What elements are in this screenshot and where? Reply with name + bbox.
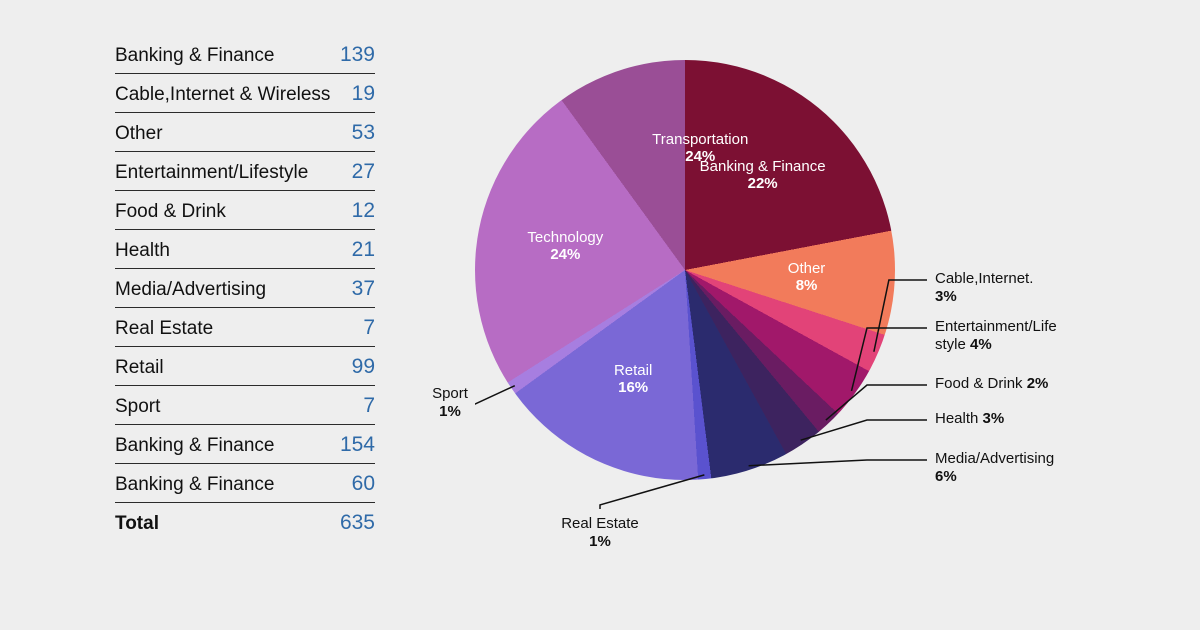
callout-line: Food & Drink 2%	[935, 375, 1048, 393]
pie-callout: Food & Drink 2%	[935, 375, 1048, 393]
pie-callout: Media/Advertising6%	[935, 450, 1054, 486]
callout-line: Health 3%	[935, 410, 1004, 428]
row-value: 7	[363, 316, 375, 340]
table-row: Cable,Internet & Wireless 19	[115, 74, 375, 113]
callout-line: 1%	[561, 533, 639, 551]
row-value: 154	[340, 433, 375, 457]
row-label: Retail	[115, 357, 164, 379]
row-label: Banking & Finance	[115, 45, 275, 67]
table-total-row: Total 635	[115, 503, 375, 541]
table-row: Food & Drink 12	[115, 191, 375, 230]
row-value: 139	[340, 43, 375, 67]
row-label: Cable,Internet & Wireless	[115, 84, 330, 106]
table-row: Banking & Finance 60	[115, 464, 375, 503]
callout-line: Entertainment/Life	[935, 318, 1057, 336]
row-label: Banking & Finance	[115, 435, 275, 457]
row-label: Banking & Finance	[115, 474, 275, 496]
callout-line: Sport	[432, 385, 468, 403]
callout-line: 3%	[935, 288, 1033, 306]
callout-line: Cable,Internet.	[935, 270, 1033, 288]
total-value: 635	[340, 511, 375, 535]
category-table: Banking & Finance 139 Cable,Internet & Wir…	[115, 35, 375, 541]
table-row: Entertainment/Lifestyle 27	[115, 152, 375, 191]
row-label: Entertainment/Lifestyle	[115, 162, 308, 184]
row-value: 12	[352, 199, 375, 223]
callout-line: 6%	[935, 468, 1054, 486]
table-row: Sport 7	[115, 386, 375, 425]
table-row: Banking & Finance 139	[115, 35, 375, 74]
row-value: 7	[363, 394, 375, 418]
table-row: Real Estate 7	[115, 308, 375, 347]
table-row: Media/Advertising 37	[115, 269, 375, 308]
table-row: Health 21	[115, 230, 375, 269]
table-row: Other 53	[115, 113, 375, 152]
pie-callout: Health 3%	[935, 410, 1004, 428]
callout-line: Real Estate	[561, 515, 639, 533]
total-label: Total	[115, 513, 159, 535]
row-value: 99	[352, 355, 375, 379]
callout-line: Media/Advertising	[935, 450, 1054, 468]
pie-callout: Real Estate1%	[561, 515, 639, 551]
row-value: 60	[352, 472, 375, 496]
row-value: 27	[352, 160, 375, 184]
figure-root: Banking & Finance 139 Cable,Internet & Wir…	[0, 0, 1200, 630]
table-row: Retail 99	[115, 347, 375, 386]
row-value: 37	[352, 277, 375, 301]
callout-line: style 4%	[935, 336, 1057, 354]
row-label: Food & Drink	[115, 201, 226, 223]
pie-callout: Sport1%	[432, 385, 468, 421]
row-value: 21	[352, 238, 375, 262]
row-label: Health	[115, 240, 170, 262]
row-value: 53	[352, 121, 375, 145]
pie-callout: Entertainment/Lifestyle 4%	[935, 318, 1057, 354]
leader-line	[600, 475, 704, 509]
pie-callout: Cable,Internet.3%	[935, 270, 1033, 306]
row-label: Real Estate	[115, 318, 213, 340]
row-label: Sport	[115, 396, 160, 418]
row-label: Other	[115, 123, 163, 145]
table-row: Banking & Finance 154	[115, 425, 375, 464]
callout-line: 1%	[432, 403, 468, 421]
row-value: 19	[352, 82, 375, 106]
pie-disc	[475, 60, 895, 480]
row-label: Media/Advertising	[115, 279, 266, 301]
pie-chart: Banking & Finance22%Other8%Retail16%Tech…	[475, 60, 895, 480]
